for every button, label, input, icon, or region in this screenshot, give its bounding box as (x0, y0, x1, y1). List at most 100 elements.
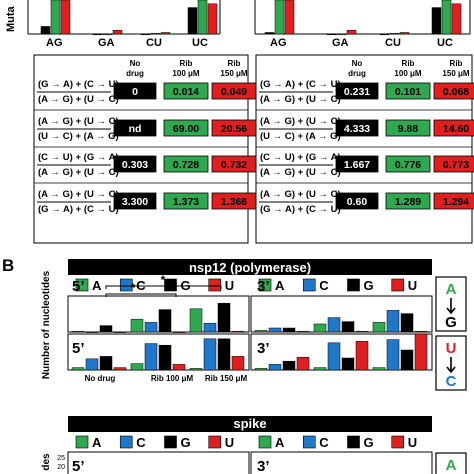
table-right-cell-0-2 (433, 82, 474, 100)
bar-panel1-Rib-150-μM-A (372, 322, 386, 333)
chart-3-bottom-frame (250, 333, 433, 371)
bar-UC-Rib-100-μM (441, 0, 452, 35)
bar-panel0-Rib-100-μM-A (130, 318, 144, 333)
table-right-formula-0-top: (G → A) + (C → U) (260, 79, 341, 90)
table-right-value-2-2: 0.773 (443, 159, 469, 171)
table-right-header-2-line1: Rib (450, 59, 463, 68)
chart-a-left-bars (40, 0, 218, 36)
panel-b-y-label: Number of nucleotides (41, 270, 52, 379)
table-right-header-1-line1: Rib (402, 59, 415, 68)
mutation-g: G (445, 314, 457, 331)
table-left-header-2-line2: 150 μM (220, 69, 247, 78)
bar-panel3-No-drug-A (254, 368, 268, 371)
x-cat-rib-150: Rib 150 μM (205, 374, 248, 383)
chart-a-right-bars (264, 0, 462, 36)
spike-title: spike (233, 416, 266, 431)
nsp12-title-bar (68, 259, 432, 275)
table-right-value-2-0: 1.667 (344, 159, 370, 171)
x-cat-no-drug: No drug (85, 374, 116, 383)
chart-3-bottom-end: 3’ (257, 340, 270, 357)
bar-panel0-No-drug-C (85, 331, 99, 333)
table-left-cell-3-0 (113, 192, 157, 210)
bar-panel2-No-drug-A (71, 367, 85, 371)
legend-label-G: G (181, 435, 191, 450)
table-right-value-2-1: 0.776 (395, 159, 421, 171)
spike-chart-5-frame (67, 451, 250, 474)
bar-panel3-Rib-100-μM-A (313, 367, 327, 371)
table-right-cell-0-0 (335, 82, 379, 100)
chart-5-bottom-end: 5’ (72, 340, 85, 357)
table-left-formula-2-bottom: (A → G) + (U → C) (38, 167, 119, 178)
chart-a-right-cat-2: GA (332, 37, 349, 49)
table-right-header-1-line2: 100 μM (394, 69, 421, 78)
table-left-header-2-line1: Rib (228, 59, 241, 68)
bar-panel1-Rib-100-μM-C (327, 317, 341, 333)
chart-a-right-cat-4: UC (437, 37, 453, 49)
chart-3-top-frame (250, 295, 433, 333)
bar-panel2-Rib-100-μM-U (172, 364, 186, 371)
legend-label-C: C (136, 435, 146, 450)
panel-a-y-label: Muta (5, 5, 17, 32)
spike-y-label: des (41, 453, 52, 471)
table-left-formula-0-bottom: (A → G) + (U → C) (38, 94, 119, 105)
table-right-value-1-2: 14.60 (443, 123, 469, 135)
bar-AG-No-drug (264, 32, 275, 35)
legend-swatch-C (302, 278, 316, 292)
bar-panel3-No-drug-U (296, 356, 310, 371)
table-left-header-0-line1: No (130, 59, 141, 68)
table-right-cell-3-0 (335, 192, 379, 210)
table-left-header-1-line1: Rib (180, 59, 193, 68)
table-left-cell-0-0 (113, 82, 157, 100)
table-left-value-1-1: 69.00 (173, 123, 199, 135)
spike-chart-3-end: 3’ (257, 458, 270, 474)
legend-label-U: U (408, 435, 417, 450)
spike-chart-5-end: 5’ (72, 458, 85, 474)
table-left-formula-3-top: (A → G) + (U → C) (38, 189, 119, 200)
table-left-formula-3-bottom: (G → A) + (C → U) (38, 204, 119, 215)
bar-CU-Rib-100-μM (389, 32, 400, 35)
bar-panel2-No-drug-U (113, 367, 127, 371)
legend-swatch-A (258, 435, 272, 449)
legend-label-A: A (92, 435, 102, 450)
table-right-value-3-1: 1.289 (395, 196, 421, 208)
table-right-cell-3-1 (385, 192, 431, 210)
nsp12-title: nsp12 (polymerase) (189, 260, 311, 275)
bar-panel2-Rib-100-μM-A (130, 363, 144, 371)
bar-GA-No-drug (92, 33, 103, 36)
mutation-a: A (446, 281, 457, 298)
bar-panel0-Rib-150-μM-G (217, 302, 231, 333)
table-left-header-1-line2: 100 μM (172, 69, 199, 78)
legend-swatch-G (347, 435, 360, 449)
table-right-formula-3-top: (A → G) + (U → C) (260, 189, 341, 200)
nsp12-bars (71, 302, 428, 371)
legend-swatch-C (119, 435, 133, 449)
bar-UC-No-drug (187, 7, 198, 35)
table-left-value-0-0: 0 (132, 86, 138, 98)
legend-swatch-U (208, 435, 222, 449)
spike-chart-3-frame (250, 451, 433, 474)
table-right-cell-2-0 (335, 155, 379, 173)
table-right-cell-2-1 (385, 155, 431, 173)
bar-AG-Rib-100-μM (50, 0, 61, 35)
bar-GA-Rib-100-μM (336, 33, 347, 36)
table-left-cell-2-0 (113, 155, 157, 173)
table-right-value-3-0: 0.60 (347, 196, 368, 208)
bar-UC-Rib-150-μM (451, 3, 462, 35)
legend-swatch-C (119, 278, 133, 292)
bar-AG-Rib-150-μM (284, 0, 295, 35)
bar-panel2-No-drug-C (85, 358, 99, 371)
chart-a-right-cat-1: AG (270, 37, 287, 49)
bar-panel2-Rib-100-μM-G (158, 344, 172, 371)
significance-star-2: * (131, 281, 136, 295)
bar-GA-Rib-100-μM (102, 33, 113, 36)
significance-star-1: * (161, 273, 166, 287)
panel-a-charts: Muta AG GA CU UC AG GA CU UC (5, 0, 471, 49)
x-cat-rib-100: Rib 100 μM (151, 374, 194, 383)
bar-CU-Rib-100-μM (150, 32, 161, 35)
table-left-cell-0-2 (211, 82, 257, 100)
bar-panel3-Rib-100-μM-G (341, 357, 355, 371)
